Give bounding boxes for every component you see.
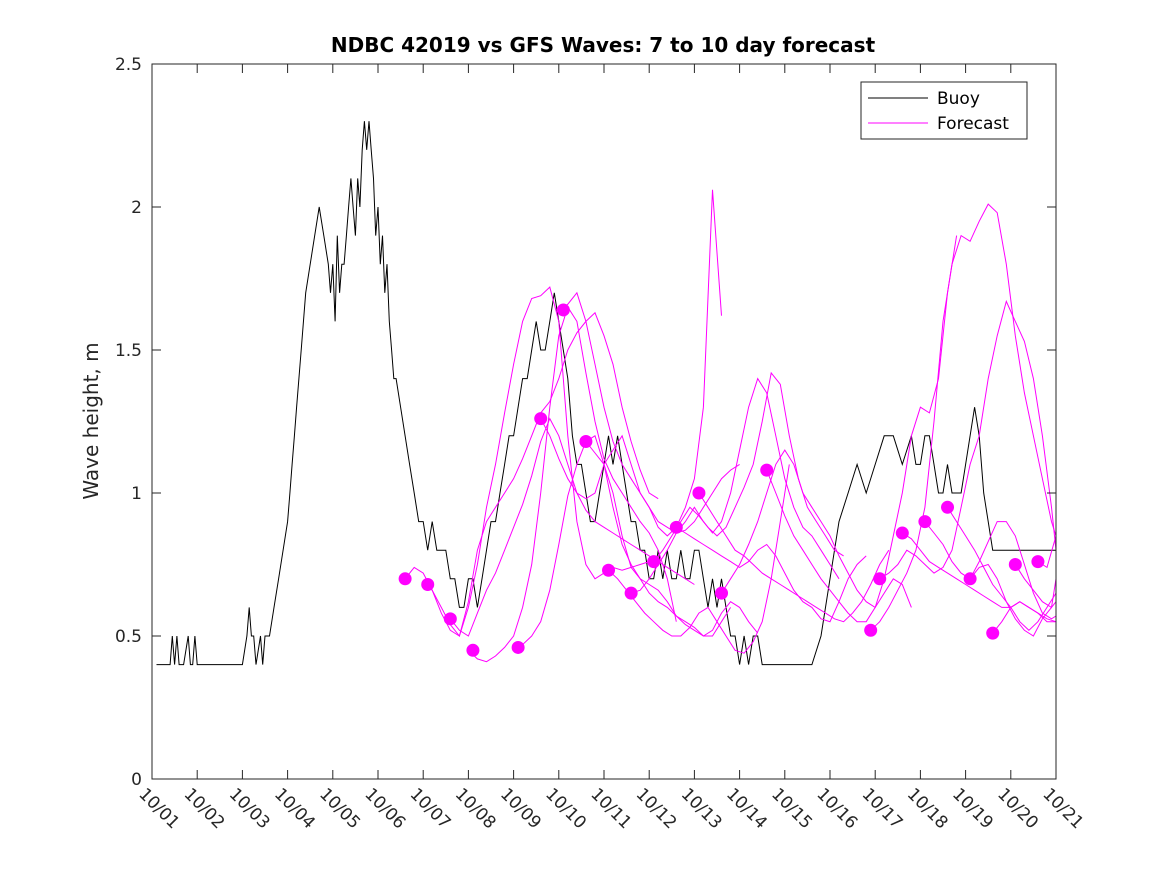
x-tick-label: 10/08	[451, 784, 500, 833]
forecast-point	[466, 643, 480, 657]
forecast-line	[992, 601, 1056, 634]
forecast-point	[398, 572, 412, 586]
forecast-line	[630, 377, 840, 594]
forecast-point	[421, 578, 435, 592]
x-tick-label: 10/05	[315, 784, 364, 833]
forecast-line	[924, 521, 1057, 637]
chart-title: NDBC 42019 vs GFS Waves: 7 to 10 day for…	[331, 33, 876, 57]
forecast-point	[864, 623, 878, 637]
buoy-line	[156, 121, 1056, 666]
x-tick-label: 10/13	[677, 784, 726, 833]
x-tick-label: 10/15	[767, 784, 816, 833]
x-tick-label: 10/19	[948, 784, 997, 833]
forecast-line	[698, 492, 890, 623]
forecast-point	[941, 500, 955, 514]
forecast-line	[468, 305, 677, 663]
forecast-point	[443, 612, 457, 626]
forecast-point	[895, 526, 909, 540]
y-axis: 0 0.5 1 1.5 2 2.5	[115, 55, 1056, 790]
forecast-line	[676, 526, 867, 623]
y-tick-label: 0	[131, 770, 142, 790]
forecast-point	[715, 586, 729, 600]
forecast-point	[1008, 558, 1022, 571]
x-tick-label: 10/07	[406, 784, 455, 833]
forecast-point	[669, 520, 683, 534]
forecast-point	[873, 572, 887, 586]
forecast-point	[511, 640, 525, 654]
x-tick-label: 10/12	[632, 784, 681, 833]
forecast-point	[602, 563, 616, 577]
forecast-point	[918, 515, 932, 529]
forecast-line	[608, 464, 790, 654]
y-tick-label: 2.5	[115, 55, 142, 75]
x-tick-label: 10/21	[1038, 784, 1087, 833]
x-tick-label: 10/09	[496, 784, 545, 833]
legend-buoy-label: Buoy	[937, 89, 980, 109]
plot-area	[152, 64, 1056, 779]
forecast-line	[540, 189, 722, 537]
forecast-line	[558, 291, 740, 534]
forecast-point	[556, 303, 570, 317]
x-tick-label: 10/03	[225, 784, 274, 833]
x-tick-label: 10/11	[586, 784, 635, 833]
y-tick-label: 0.5	[115, 627, 142, 647]
x-tick-label: 10/04	[270, 784, 319, 833]
x-tick-label: 10/16	[812, 784, 861, 833]
forecast-point	[692, 486, 706, 500]
forecast-line	[513, 435, 732, 648]
forecast-line	[585, 441, 759, 637]
x-tick-label: 10/17	[858, 784, 907, 833]
forecast-point	[1031, 555, 1045, 569]
y-tick-label: 1.5	[115, 341, 142, 361]
legend-forecast-label: Forecast	[937, 114, 1009, 134]
x-tick-label: 10/01	[134, 784, 183, 833]
forecast-line	[870, 203, 1057, 631]
x-tick-label: 10/20	[993, 784, 1042, 833]
y-tick-label: 2	[131, 198, 142, 218]
forecast-point	[579, 435, 593, 449]
forecast-line	[721, 449, 912, 609]
forecast-line	[879, 299, 1057, 580]
forecast-line	[766, 235, 958, 623]
forecast-line	[969, 521, 1057, 620]
forecast-line	[947, 507, 1057, 631]
forecast-point	[963, 572, 977, 586]
legend-box	[860, 81, 1028, 140]
x-tick-label: 10/18	[903, 784, 952, 833]
forecast-point	[624, 586, 638, 600]
forecast-line	[653, 371, 844, 562]
legend: Buoy Forecast	[860, 81, 1028, 140]
x-tick-label: 10/10	[541, 784, 590, 833]
forecast-point	[534, 412, 548, 426]
x-tick-label: 10/02	[180, 784, 229, 833]
x-tick-label: 10/14	[722, 784, 771, 833]
x-tick-label: 10/06	[360, 784, 409, 833]
y-axis-label: Wave height, m	[79, 342, 103, 499]
forecast-points-group	[398, 303, 1045, 657]
forecast-point	[986, 626, 1000, 640]
buoy-series	[156, 121, 1056, 666]
forecast-point	[760, 463, 774, 477]
forecast-series-group	[404, 189, 1057, 663]
forecast-line	[1014, 564, 1057, 609]
forecast-point	[647, 555, 661, 569]
y-tick-label: 1	[131, 484, 142, 504]
